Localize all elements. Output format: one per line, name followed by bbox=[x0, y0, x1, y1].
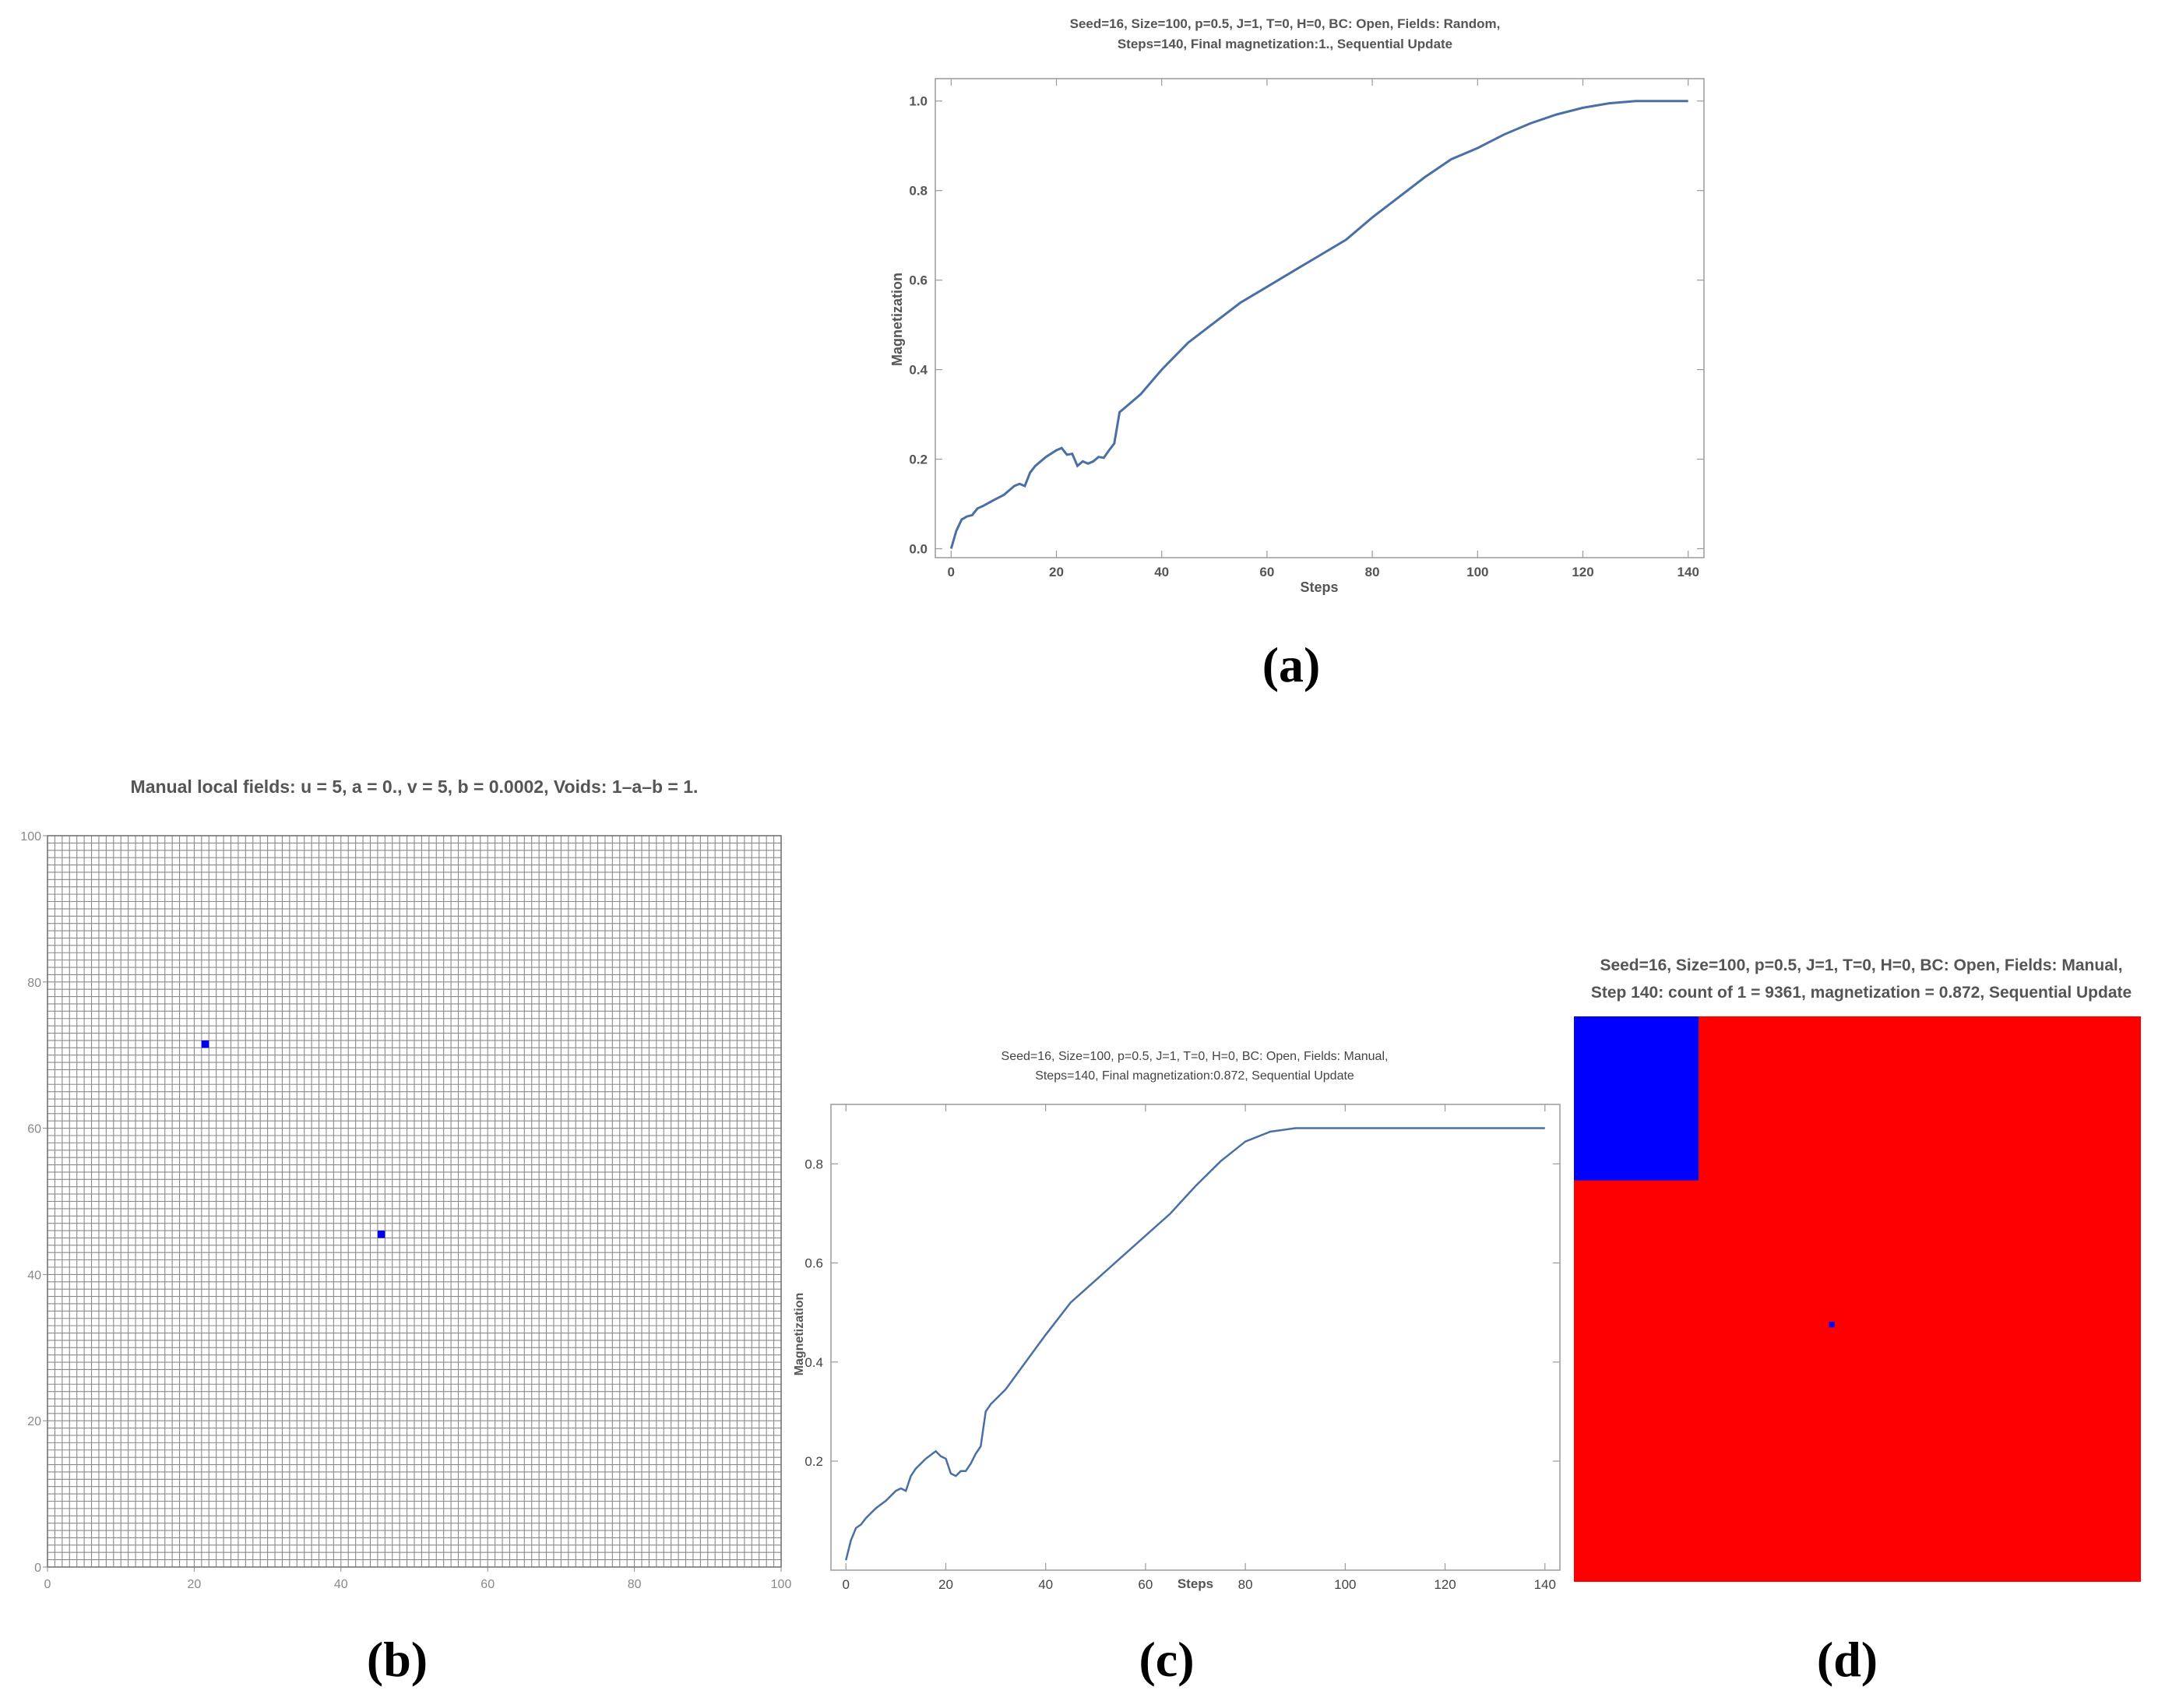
panel-a-y-ticks: 0.0 0.2 0.4 0.6 0.8 1.0 bbox=[909, 94, 1704, 557]
panel-d-marked-cell bbox=[1829, 1322, 1835, 1328]
panel-c-y-tick-label: 0.2 bbox=[804, 1454, 823, 1469]
panel-b-marked-cell bbox=[201, 1040, 209, 1048]
panel-d-spin-down-region bbox=[1574, 1016, 1699, 1181]
panel-c-x-tick-label: 0 bbox=[842, 1577, 849, 1592]
panel-a-y-tick-label: 0.0 bbox=[909, 542, 928, 557]
panel-c-title-line-1: Seed=16, Size=100, p=0.5, J=1, T=0, H=0,… bbox=[1002, 1050, 1389, 1063]
panel-c-y-axis-label: Magnetization bbox=[793, 1293, 806, 1376]
panel-b-y-ticks: 0 20 40 60 80 100 bbox=[20, 830, 48, 1575]
panel-c-title-line-2: Steps=140, Final magnetization:0.872, Se… bbox=[1035, 1069, 1354, 1083]
panel-a-x-tick-label: 40 bbox=[1154, 565, 1169, 579]
panel-a-x-tick-label: 80 bbox=[1365, 565, 1380, 579]
panel-c-x-tick-label: 120 bbox=[1434, 1577, 1456, 1592]
panel-d-title-line-1: Seed=16, Size=100, p=0.5, J=1, T=0, H=0,… bbox=[1600, 956, 2122, 974]
panel-c-y-tick-label: 0.8 bbox=[804, 1157, 823, 1171]
panel-a-x-tick-label: 140 bbox=[1677, 565, 1699, 579]
caption-b: (b) bbox=[367, 1632, 428, 1687]
panel-b-y-tick-label: 0 bbox=[34, 1562, 41, 1575]
panel-a-title-line-2: Steps=140, Final magnetization:1., Seque… bbox=[1118, 37, 1452, 51]
panel-c-x-tick-label: 140 bbox=[1534, 1577, 1556, 1592]
panel-a-x-axis-label: Steps bbox=[1300, 579, 1338, 595]
panel-c-x-axis-label: Steps bbox=[1178, 1576, 1213, 1591]
panel-a-title-line-1: Seed=16, Size=100, p=0.5, J=1, T=0, H=0,… bbox=[1070, 16, 1501, 31]
panel-c-x-tick-label: 60 bbox=[1138, 1577, 1153, 1592]
panel-b-y-tick-label: 20 bbox=[27, 1415, 41, 1428]
panel-a-magnetization-line bbox=[949, 100, 1688, 549]
panel-c-magnetization-line bbox=[844, 1127, 1545, 1561]
panel-b-y-tick-label: 100 bbox=[20, 830, 41, 843]
panel-b-title: Manual local fields: u = 5, a = 0., v = … bbox=[131, 777, 699, 797]
panel-b: Manual local fields: u = 5, a = 0., v = … bbox=[20, 777, 791, 1687]
panel-b-x-tick-label: 20 bbox=[188, 1578, 202, 1591]
panel-a: Seed=16, Size=100, p=0.5, J=1, T=0, H=0,… bbox=[889, 16, 1705, 692]
panel-b-lattice-grid bbox=[48, 836, 781, 1567]
panel-c-x-tick-label: 100 bbox=[1334, 1577, 1356, 1592]
panel-b-y-tick-label: 80 bbox=[27, 977, 41, 990]
panel-b-marked-cell bbox=[377, 1231, 385, 1238]
panel-a-x-tick-label: 120 bbox=[1572, 565, 1593, 579]
panel-a-x-tick-label: 60 bbox=[1259, 565, 1274, 579]
panel-b-x-tick-label: 40 bbox=[334, 1578, 348, 1591]
panel-c-y-ticks: 0.2 0.4 0.6 0.8 bbox=[804, 1157, 1560, 1469]
panel-a-x-tick-label: 20 bbox=[1049, 565, 1064, 579]
panel-a-y-axis-label: Magnetization bbox=[889, 273, 905, 366]
panel-a-x-ticks: 0 20 40 60 80 100 120 140 bbox=[948, 79, 1699, 579]
panel-b-x-tick-label: 60 bbox=[481, 1578, 495, 1591]
panel-a-y-tick-label: 0.2 bbox=[909, 453, 928, 467]
panel-b-x-tick-label: 100 bbox=[771, 1578, 792, 1591]
panel-b-x-tick-label: 0 bbox=[44, 1578, 51, 1591]
panel-b-y-tick-label: 40 bbox=[27, 1269, 41, 1282]
caption-a: (a) bbox=[1262, 637, 1321, 692]
panel-c-y-tick-label: 0.6 bbox=[804, 1256, 823, 1271]
panel-a-y-tick-label: 0.4 bbox=[909, 363, 928, 378]
panel-c-x-ticks: 0 20 40 60 80 100 120 140 bbox=[842, 1104, 1556, 1592]
panel-c-y-tick-label: 0.4 bbox=[804, 1355, 823, 1370]
panel-b-marked-cells bbox=[201, 1040, 385, 1238]
panel-a-x-tick-label: 100 bbox=[1466, 565, 1488, 579]
panel-d-spin-map bbox=[1574, 1016, 2141, 1582]
panel-b-grid-lines bbox=[48, 836, 781, 1567]
panel-c: Seed=16, Size=100, p=0.5, J=1, T=0, H=0,… bbox=[793, 1050, 1561, 1687]
panel-b-x-tick-label: 80 bbox=[628, 1578, 642, 1591]
panel-a-y-tick-label: 0.6 bbox=[909, 273, 928, 288]
panel-b-lattice-frame bbox=[47, 835, 782, 1568]
panel-c-x-tick-label: 20 bbox=[938, 1577, 953, 1592]
panel-d: Seed=16, Size=100, p=0.5, J=1, T=0, H=0,… bbox=[1574, 956, 2141, 1687]
caption-d: (d) bbox=[1817, 1632, 1878, 1687]
caption-c: (c) bbox=[1139, 1632, 1194, 1687]
panel-c-x-tick-label: 80 bbox=[1238, 1577, 1253, 1592]
panel-b-y-tick-label: 60 bbox=[27, 1123, 41, 1136]
panel-a-x-tick-label: 0 bbox=[948, 565, 955, 579]
panel-c-plot-frame bbox=[830, 1104, 1561, 1571]
panel-a-y-tick-label: 0.8 bbox=[909, 184, 928, 199]
panel-d-title-line-2: Step 140: count of 1 = 9361, magnetizati… bbox=[1591, 984, 2132, 1002]
panel-a-y-tick-label: 1.0 bbox=[909, 94, 928, 109]
panel-c-x-tick-label: 40 bbox=[1038, 1577, 1053, 1592]
panel-b-x-ticks: 0 20 40 60 80 100 bbox=[44, 1567, 792, 1591]
panel-a-plot-frame bbox=[935, 78, 1705, 558]
